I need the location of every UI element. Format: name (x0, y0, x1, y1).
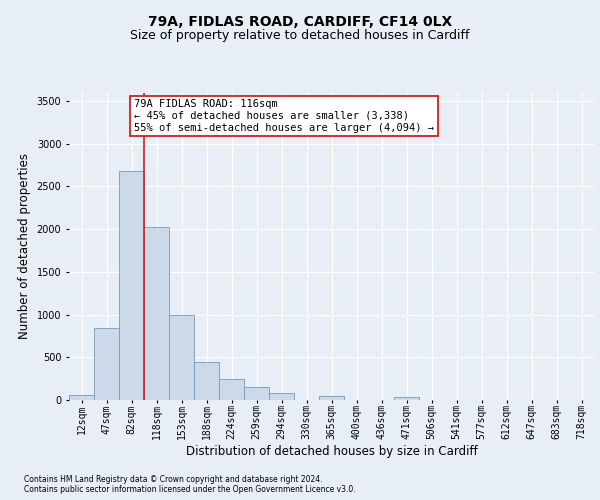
Text: 79A FIDLAS ROAD: 116sqm
← 45% of detached houses are smaller (3,338)
55% of semi: 79A FIDLAS ROAD: 116sqm ← 45% of detache… (134, 100, 434, 132)
Bar (319, 396, 344, 400)
Text: Size of property relative to detached houses in Cardiff: Size of property relative to detached ho… (130, 30, 470, 43)
Bar (394, 398, 419, 400)
Bar (169, 314, 194, 400)
Text: Contains public sector information licensed under the Open Government Licence v3: Contains public sector information licen… (24, 484, 356, 494)
Text: Contains HM Land Registry data © Crown copyright and database right 2024.: Contains HM Land Registry data © Crown c… (24, 476, 323, 484)
Bar (194, 362, 219, 400)
Bar (269, 393, 294, 400)
Bar (69, 395, 94, 400)
Bar (244, 387, 269, 400)
X-axis label: Distribution of detached houses by size in Cardiff: Distribution of detached houses by size … (185, 445, 478, 458)
Bar (144, 228, 169, 400)
Bar (119, 171, 144, 400)
Text: 79A, FIDLAS ROAD, CARDIFF, CF14 0LX: 79A, FIDLAS ROAD, CARDIFF, CF14 0LX (148, 16, 452, 30)
Y-axis label: Number of detached properties: Number of detached properties (18, 153, 31, 339)
Bar (94, 328, 119, 400)
Bar (219, 378, 244, 400)
